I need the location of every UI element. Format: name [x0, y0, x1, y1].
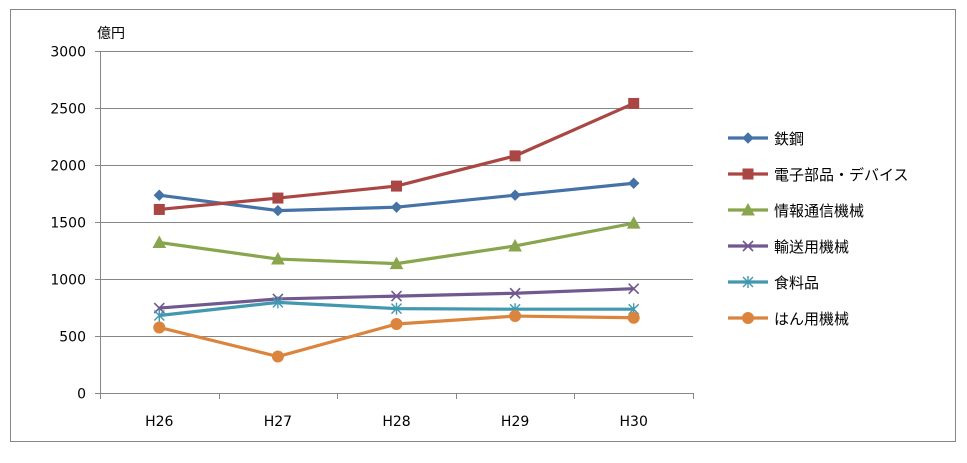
legend-label: 電子部品・デバイス	[774, 166, 909, 184]
data-point	[390, 290, 403, 302]
data-point	[389, 256, 404, 270]
data-point	[272, 204, 284, 217]
data-point	[509, 287, 521, 299]
data-point	[628, 97, 640, 109]
data-point	[509, 189, 521, 201]
series-6	[153, 310, 640, 363]
data-point	[509, 150, 521, 162]
data-point	[508, 238, 522, 252]
legend-item: 食料品	[728, 274, 819, 292]
data-point	[627, 311, 640, 324]
data-point	[628, 283, 640, 295]
data-point	[509, 310, 522, 323]
y-tick-label: 1000	[50, 273, 86, 289]
legend-item: 電子部品・デバイス	[728, 166, 909, 184]
legend-item: 輸送用機械	[728, 238, 849, 256]
legend-swatch-marker	[742, 276, 754, 288]
axes: 0 500 1000 1500 2000 2500 3000 H26 H27 H28 H29 H30	[50, 45, 694, 430]
series-2	[153, 97, 640, 215]
legend-item: はん用機械	[728, 310, 849, 328]
series-4	[153, 283, 640, 314]
data-point	[272, 192, 284, 204]
series-1	[153, 177, 640, 217]
x-tick-label: H26	[145, 414, 173, 430]
data-point	[391, 302, 402, 315]
data-point	[153, 309, 165, 322]
y-tick-label: 500	[59, 330, 86, 346]
legend-label: 輸送用機械	[774, 238, 849, 256]
x-tick-label: H27	[264, 414, 292, 430]
y-axis-unit-label: 億円	[97, 26, 125, 42]
legend-swatch-marker	[742, 240, 754, 252]
y-tick-label: 1500	[50, 216, 86, 232]
legend-swatch-marker	[742, 132, 754, 144]
legend-label: 鉄鋼	[774, 130, 804, 148]
legend-swatch-marker	[741, 202, 755, 216]
data-point	[271, 252, 285, 265]
y-tick-label: 2500	[50, 102, 86, 118]
legend-swatch-marker	[742, 168, 754, 180]
data-point	[152, 235, 167, 249]
legend-item: 情報通信機械	[728, 202, 864, 220]
x-tick-label: H29	[501, 414, 529, 430]
y-tick-label: 0	[77, 387, 86, 403]
legend-swatch-marker	[742, 312, 754, 324]
y-tick-label: 2000	[50, 159, 86, 175]
data-point	[627, 177, 640, 189]
legend-label: はん用機械	[774, 310, 849, 328]
data-point	[390, 318, 403, 331]
x-tick-label: H30	[620, 414, 648, 430]
gridlines	[100, 51, 693, 337]
data-point	[626, 216, 641, 229]
x-tick-label: H28	[382, 414, 410, 430]
legend-label: 食料品	[774, 274, 819, 292]
series-3	[152, 216, 641, 270]
data-point	[153, 189, 166, 201]
data-point	[271, 350, 284, 363]
data-point	[153, 203, 165, 215]
data-point	[272, 296, 284, 309]
data-point	[153, 321, 166, 334]
data-point	[390, 201, 403, 213]
legend-item: 鉄鋼	[728, 130, 804, 148]
y-tick-label: 3000	[50, 45, 86, 61]
data-point	[391, 180, 402, 192]
series-lines	[152, 97, 641, 363]
chart-border	[10, 9, 956, 442]
legend-label: 情報通信機械	[774, 202, 864, 220]
